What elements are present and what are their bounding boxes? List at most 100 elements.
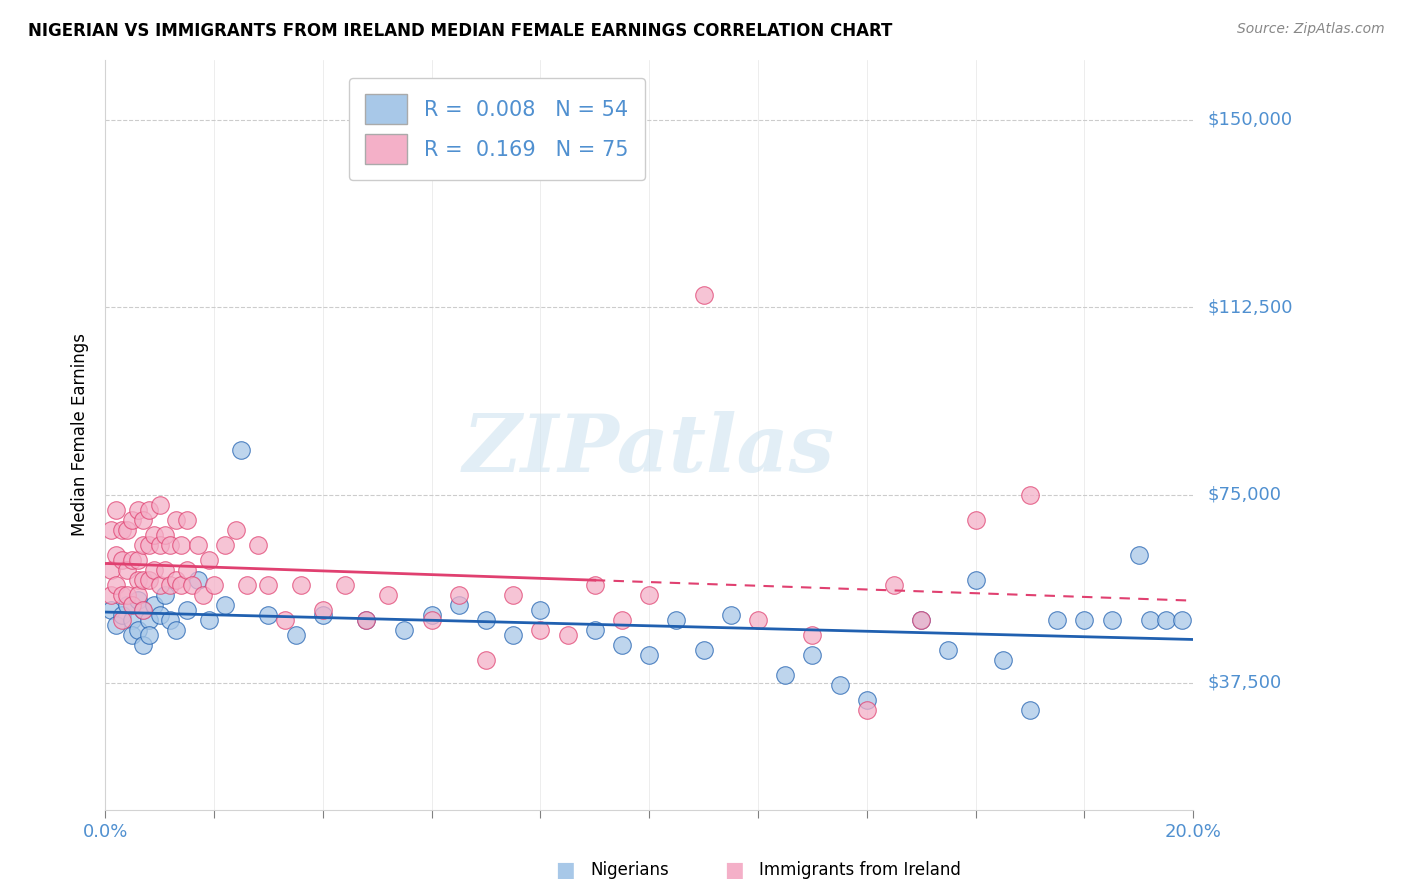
Point — [638, 648, 661, 662]
Point — [115, 598, 138, 612]
Point — [773, 668, 796, 682]
Point — [356, 613, 378, 627]
Point — [638, 588, 661, 602]
Point — [191, 588, 214, 602]
Point — [883, 578, 905, 592]
Point — [312, 603, 335, 617]
Point — [143, 528, 166, 542]
Point — [665, 613, 688, 627]
Point — [257, 578, 280, 592]
Point — [100, 523, 122, 537]
Point — [132, 603, 155, 617]
Point — [132, 513, 155, 527]
Point — [965, 513, 987, 527]
Point — [159, 538, 181, 552]
Point — [105, 618, 128, 632]
Point — [965, 573, 987, 587]
Point — [127, 553, 149, 567]
Point — [246, 538, 269, 552]
Text: $150,000: $150,000 — [1208, 111, 1292, 128]
Point — [159, 578, 181, 592]
Point — [1154, 613, 1177, 627]
Point — [110, 613, 132, 627]
Point — [938, 643, 960, 657]
Point — [257, 607, 280, 622]
Point — [855, 693, 877, 707]
Point — [105, 503, 128, 517]
Point — [176, 603, 198, 617]
Point — [529, 623, 551, 637]
Point — [420, 607, 443, 622]
Text: Nigerians: Nigerians — [591, 861, 669, 879]
Point — [502, 628, 524, 642]
Point — [447, 598, 470, 612]
Point — [187, 573, 209, 587]
Point — [692, 287, 714, 301]
Point — [176, 563, 198, 577]
Point — [420, 613, 443, 627]
Point — [153, 588, 176, 602]
Point — [149, 578, 172, 592]
Point — [475, 613, 498, 627]
Point — [377, 588, 399, 602]
Point — [197, 613, 219, 627]
Point — [110, 607, 132, 622]
Point — [231, 442, 253, 457]
Point — [447, 588, 470, 602]
Point — [165, 573, 187, 587]
Point — [115, 588, 138, 602]
Point — [105, 548, 128, 562]
Point — [121, 628, 143, 642]
Point — [127, 573, 149, 587]
Text: Source: ZipAtlas.com: Source: ZipAtlas.com — [1237, 22, 1385, 37]
Point — [747, 613, 769, 627]
Point — [214, 538, 236, 552]
Point — [138, 538, 160, 552]
Point — [121, 613, 143, 627]
Point — [610, 613, 633, 627]
Point — [202, 578, 225, 592]
Point — [235, 578, 257, 592]
Point — [143, 563, 166, 577]
Point — [153, 528, 176, 542]
Point — [1019, 703, 1042, 717]
Point — [828, 678, 851, 692]
Point — [475, 653, 498, 667]
Point — [100, 603, 122, 617]
Point — [197, 553, 219, 567]
Point — [610, 638, 633, 652]
Point — [290, 578, 312, 592]
Point — [115, 523, 138, 537]
Point — [149, 538, 172, 552]
Point — [138, 613, 160, 627]
Text: ■: ■ — [555, 860, 575, 880]
Point — [132, 638, 155, 652]
Text: $75,000: $75,000 — [1208, 486, 1281, 504]
Point — [110, 588, 132, 602]
Point — [557, 628, 579, 642]
Point — [1128, 548, 1150, 562]
Point — [356, 613, 378, 627]
Point — [1171, 613, 1194, 627]
Point — [214, 598, 236, 612]
Point — [149, 498, 172, 512]
Point — [170, 538, 193, 552]
Point — [110, 553, 132, 567]
Point — [165, 623, 187, 637]
Text: NIGERIAN VS IMMIGRANTS FROM IRELAND MEDIAN FEMALE EARNINGS CORRELATION CHART: NIGERIAN VS IMMIGRANTS FROM IRELAND MEDI… — [28, 22, 893, 40]
Point — [801, 628, 824, 642]
Point — [132, 603, 155, 617]
Point — [127, 593, 149, 607]
Point — [801, 648, 824, 662]
Text: Immigrants from Ireland: Immigrants from Ireland — [759, 861, 962, 879]
Point — [110, 523, 132, 537]
Point — [1046, 613, 1069, 627]
Point — [1019, 488, 1042, 502]
Point — [284, 628, 307, 642]
Point — [225, 523, 247, 537]
Point — [132, 573, 155, 587]
Point — [176, 513, 198, 527]
Point — [138, 628, 160, 642]
Point — [121, 598, 143, 612]
Y-axis label: Median Female Earnings: Median Female Earnings — [72, 334, 89, 536]
